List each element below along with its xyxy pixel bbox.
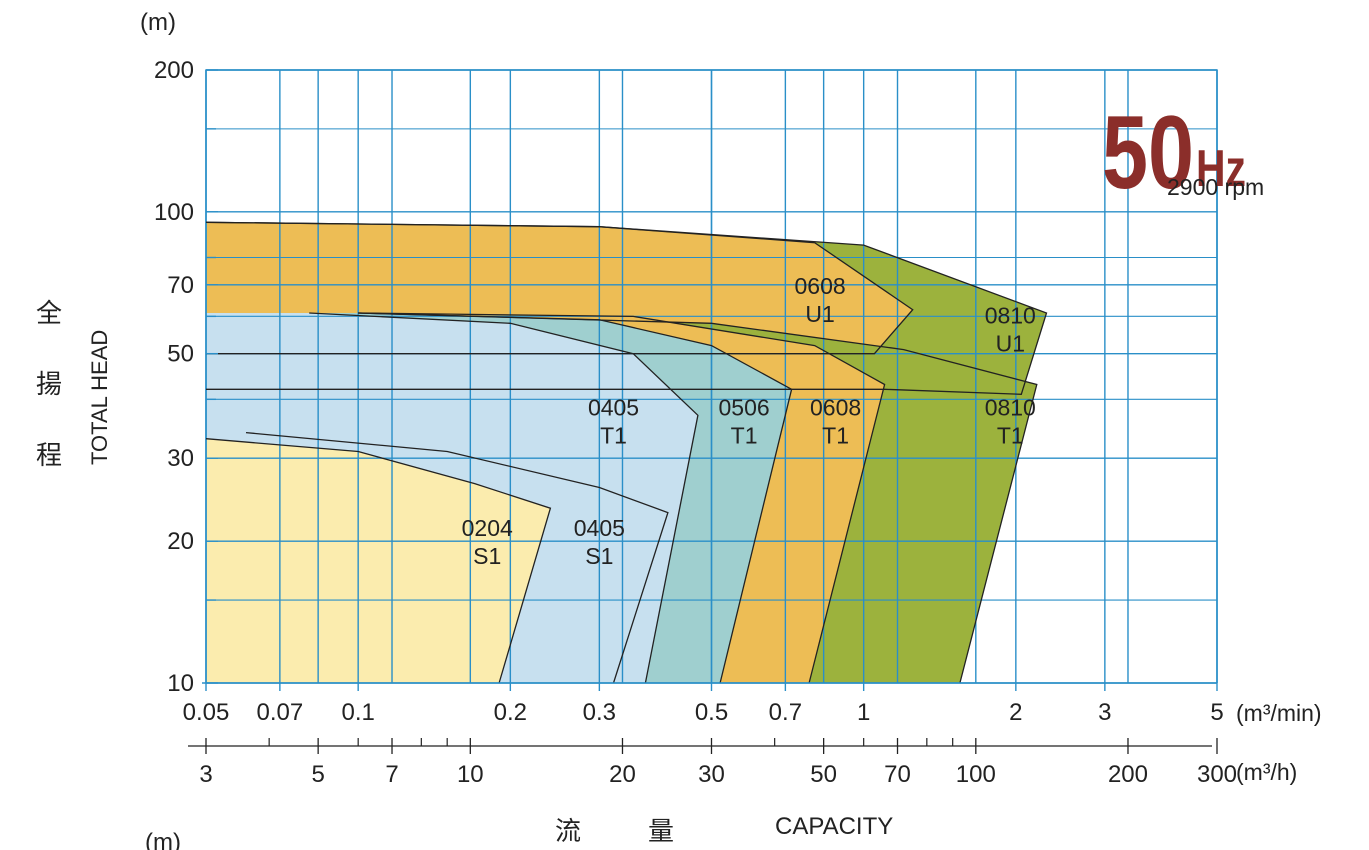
x-unit-h: (m³/h): [1236, 759, 1297, 785]
y-unit-top: (m): [140, 9, 176, 36]
x-tick-label-h: 50: [810, 761, 837, 788]
y-tick-label: 70: [167, 272, 194, 299]
x-tick-label-min: 0.3: [583, 699, 616, 726]
x-tick-label-h: 100: [956, 761, 996, 788]
y-tick-label: 30: [167, 445, 194, 472]
y-tick-label: 200: [154, 57, 194, 84]
series-outline-0405-s1: [245, 431, 669, 684]
performance-areas: [206, 222, 1047, 683]
series-label-code: 0810: [985, 302, 1036, 328]
x-tick-label-h: 200: [1108, 761, 1148, 788]
series-label-type: T1: [731, 422, 758, 448]
x-tick-label-min: 0.05: [183, 699, 230, 726]
x-tick-label-min: 0.2: [494, 699, 527, 726]
x-tick-label-h: 30: [698, 761, 725, 788]
y-axis-title-cn-3: 程: [36, 440, 62, 470]
series-label-type: S1: [473, 543, 501, 569]
series-outline-0608-t1: [358, 312, 886, 684]
series-outline-0204-s1: [205, 438, 552, 684]
series-label-type: T1: [600, 422, 627, 448]
x-axis-title-cn-2: 量: [648, 816, 674, 846]
series-area-0204-s1: [206, 438, 551, 683]
x-tick-label-min: 0.07: [257, 699, 304, 726]
series-label-type: U1: [996, 330, 1025, 356]
series-label-type: T1: [997, 422, 1024, 448]
series-label-code: 0506: [718, 394, 769, 420]
series-label-type: S1: [585, 543, 613, 569]
x-axis-title-en: CAPACITY: [775, 813, 893, 840]
plot-border: [205, 69, 1218, 683]
x-tick-label-min: 3: [1098, 699, 1111, 726]
speed-label: 2900 rpm: [1167, 174, 1264, 200]
x-axis-title-cn-1: 流: [555, 816, 581, 846]
x-tick-label-min: 2: [1009, 699, 1022, 726]
y-unit-bottom: (m): [145, 829, 181, 850]
x-tick-label-min: 5: [1210, 699, 1223, 726]
series-label-code: 0810: [985, 394, 1036, 420]
y-tick-label: 50: [167, 341, 194, 368]
y-tick-label: 10: [167, 670, 194, 697]
series-label-code: 0204: [462, 515, 513, 541]
series-label-type: T1: [822, 422, 849, 448]
axes: 10 20 30 50 70 100 200 0.05 0.07 0.1 0.2 0.3 0.5 0.7 1…: [154, 57, 1237, 788]
x-tick-label-h: 70: [884, 761, 911, 788]
x-tick-label-h: 300: [1197, 761, 1237, 788]
series-labels: 0810U10608U10810T10608T10506T10405T10405…: [462, 273, 1036, 569]
series-outline-0405-t1: [309, 312, 699, 684]
x-tick-label-min: 1: [857, 699, 870, 726]
curve-outlines: [205, 221, 1048, 684]
series-label-code: 0405: [588, 394, 639, 420]
x-tick-label-h: 10: [457, 761, 484, 788]
y-axis-title-cn-1: 全: [36, 298, 62, 328]
y-tick-label: 100: [154, 199, 194, 226]
x-tick-label-h: 7: [385, 761, 398, 788]
y-axis-title-en: TOTAL HEAD: [87, 330, 112, 465]
y-tick-label: 20: [167, 528, 194, 555]
grid-lines: [205, 69, 1218, 684]
series-outline-0506-t1: [358, 312, 793, 684]
x-tick-label-h: 20: [609, 761, 636, 788]
frequency-unit: Hz: [1196, 140, 1246, 198]
x-tick-label-h: 3: [199, 761, 212, 788]
x-tick-label-h: 5: [311, 761, 324, 788]
x-unit-min: (m³/min): [1236, 700, 1322, 726]
series-label-code: 0608: [810, 394, 861, 420]
y-axis-title-cn-2: 揚: [36, 369, 62, 399]
x-tick-label-min: 0.1: [341, 699, 374, 726]
series-outline-0608-u1: [205, 221, 914, 355]
series-label-type: U1: [805, 301, 834, 327]
series-label-code: 0608: [795, 273, 846, 299]
series-label-code: 0405: [574, 515, 625, 541]
x-tick-label-min: 0.7: [769, 699, 802, 726]
x-tick-label-min: 0.5: [695, 699, 728, 726]
frequency-value: 50: [1102, 95, 1194, 211]
